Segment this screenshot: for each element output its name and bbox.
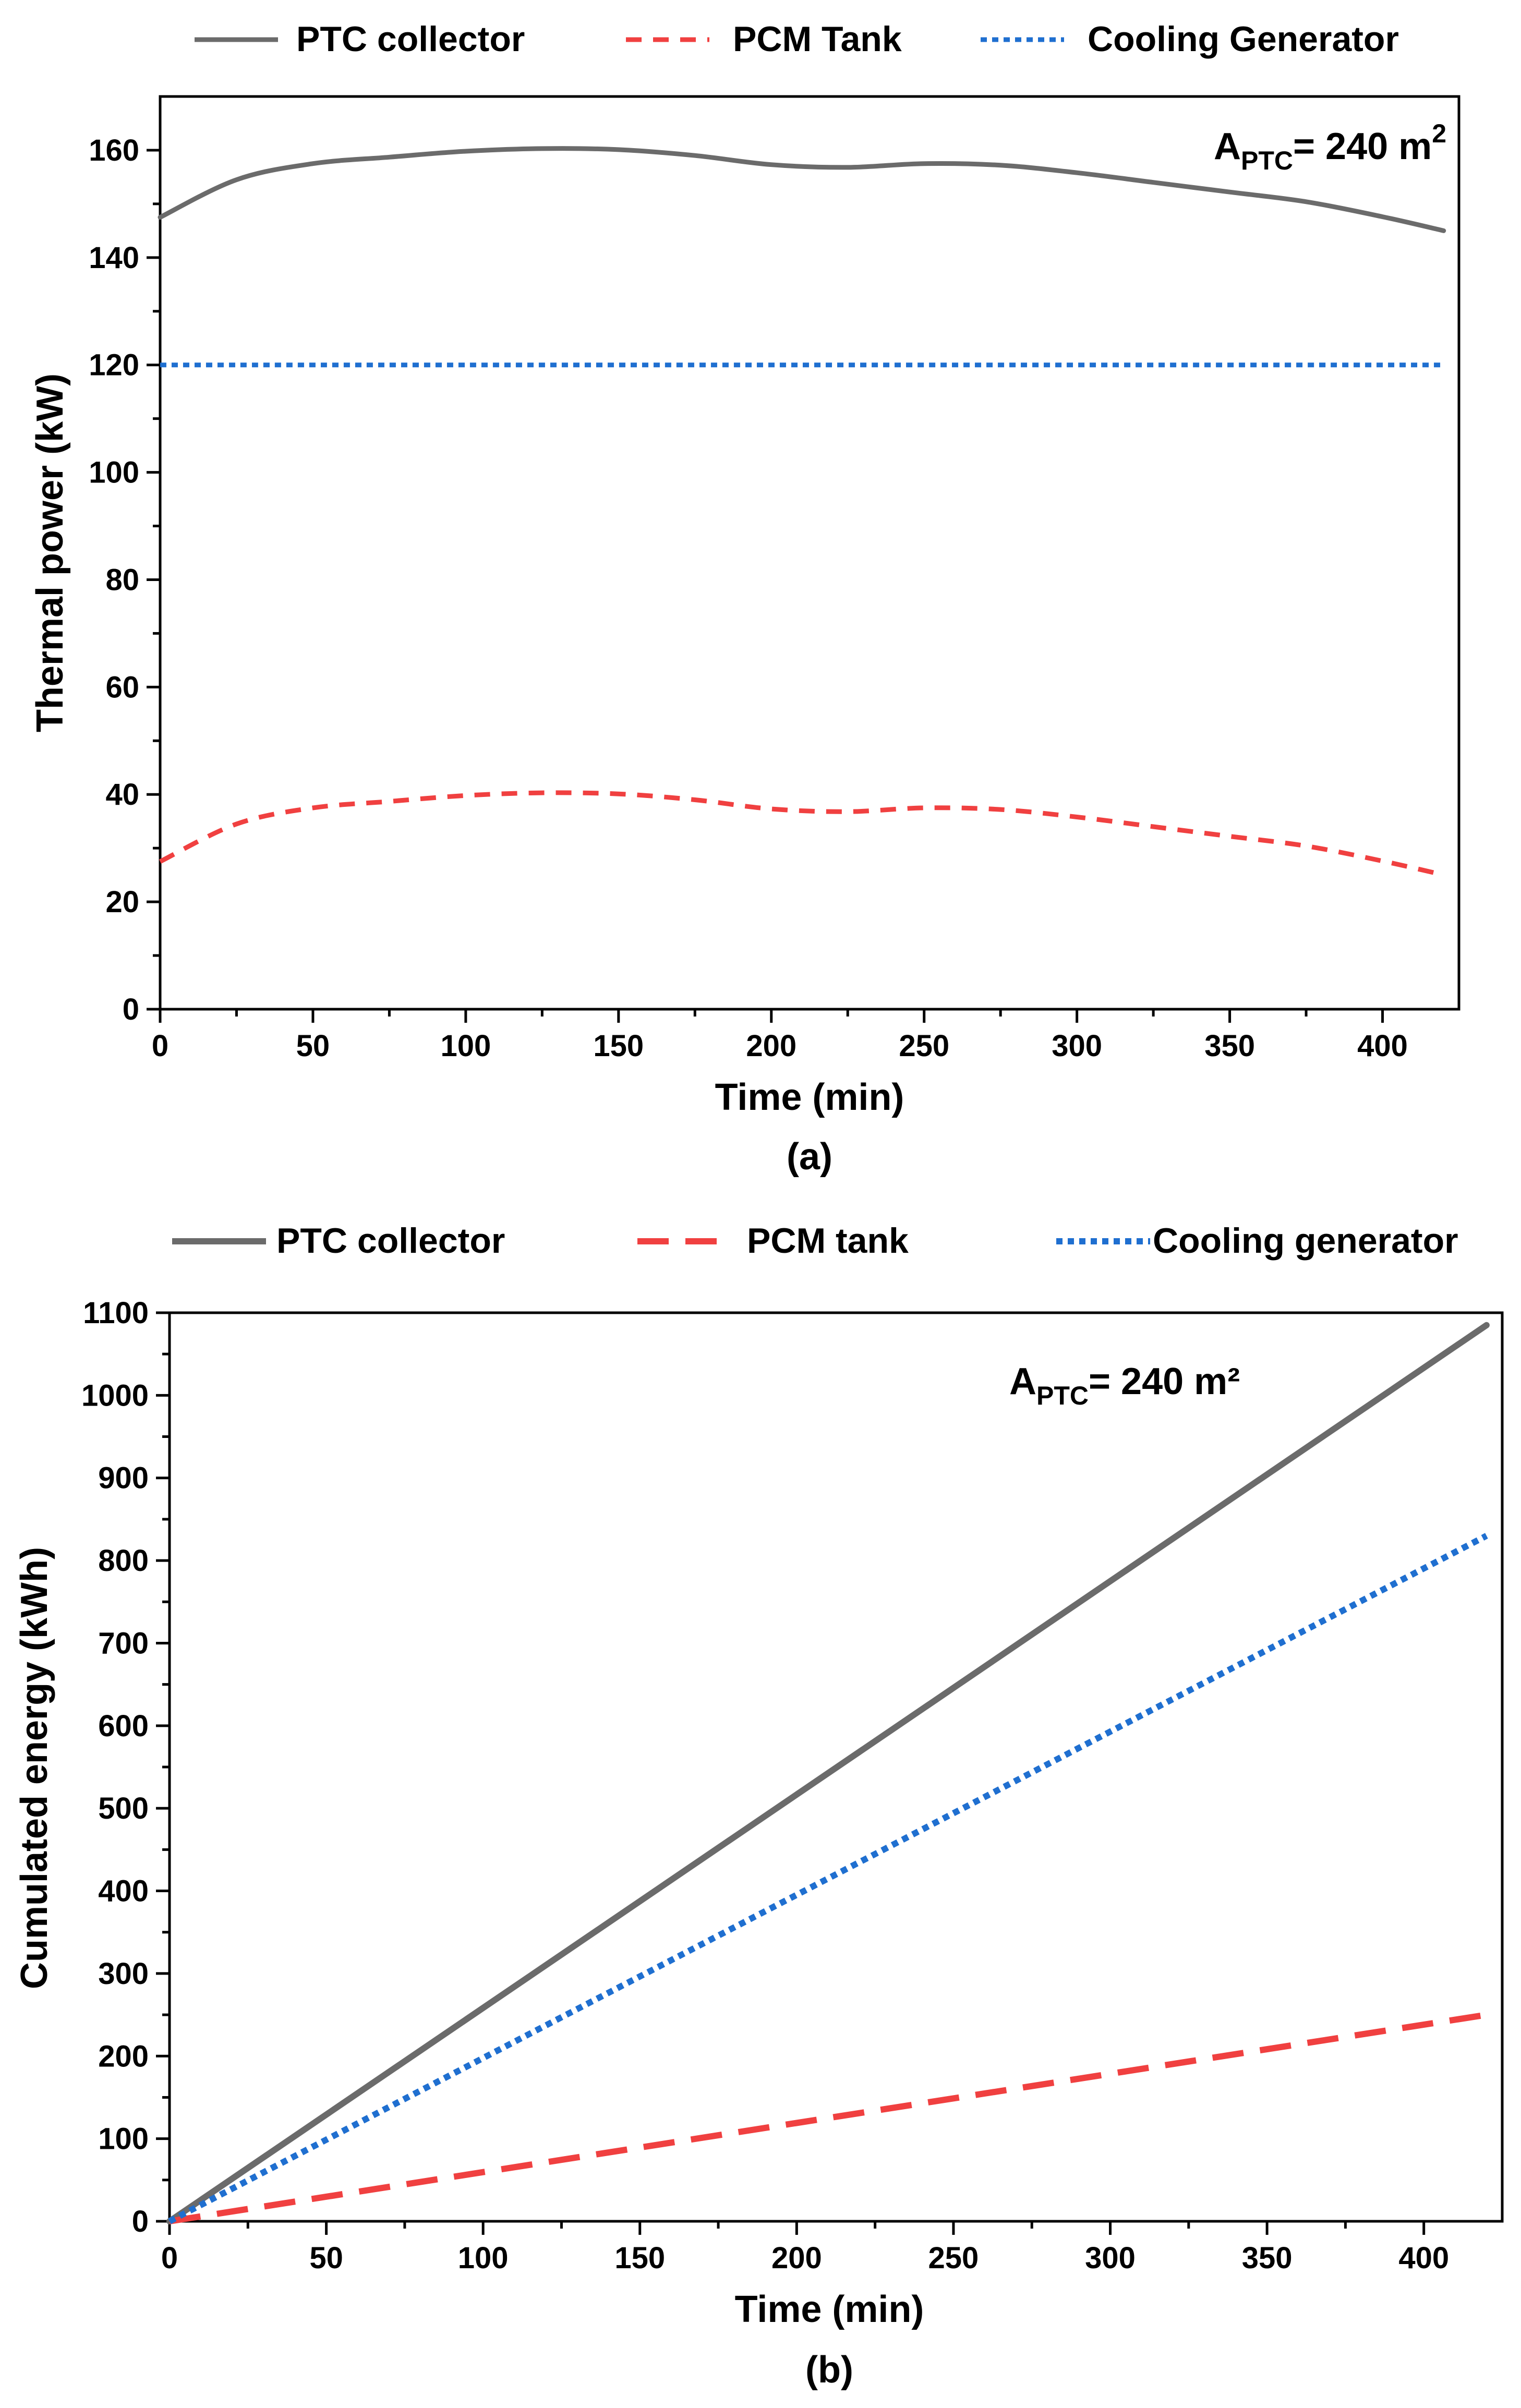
x-tick-label: 200 [771,2241,822,2275]
annotation-a: APTC= 240 m2 [1214,119,1446,175]
y-axis-title-a: Thermal power (kW) [29,373,71,732]
x-tick-label: 250 [899,1029,949,1063]
x-tick-label: 300 [1085,2241,1136,2275]
y-tick-label: 60 [105,670,139,704]
series-line-ptc-collector [166,1322,1490,2224]
x-tick-label: 150 [614,2241,665,2275]
panel-caption-a: (a) [787,1136,832,1178]
x-axis-title-a: Time (min) [715,1076,904,1118]
annotation-a-sup: 2 [1432,119,1446,148]
legend-label: PTC collector [296,19,525,59]
annotation-a-sub: PTC [1241,146,1293,175]
x-axis-title-b: Time (min) [735,2289,924,2330]
ticks-a: 0 50 100 150 200 250 300 350 400 0 20 40 60 80 100 120 1… [89,134,1408,1063]
series-b [166,1322,1490,2224]
legend-label: Cooling generator [1153,1221,1458,1261]
y-tick-label: 700 [98,1626,149,1660]
y-tick-label: 100 [89,456,139,490]
y-tick-label: 120 [89,348,139,382]
annotation-b-main: A [1009,1361,1036,1402]
x-tick-label: 250 [928,2241,979,2275]
annotation-b-value: = 240 m² [1089,1361,1240,1402]
y-tick-label: 900 [98,1461,149,1495]
chart-panel-a: PTC collector PCM Tank Cooling Generator 0… [29,19,1460,1178]
x-tick-label: 0 [152,1029,168,1063]
legend-b: PTC collector PCM tank Cooling generator [172,1221,1458,1261]
x-tick-label: 100 [440,1029,491,1063]
x-tick-label: 350 [1242,2241,1293,2275]
series-line-cooling-generator [168,1533,1488,2224]
series-line-pcm-tank [159,790,1444,877]
annotation-b-sub: PTC [1036,1381,1089,1410]
y-tick-label: 0 [132,2205,149,2238]
panel-caption-b: (b) [805,2349,853,2391]
ticks-b: 0 50 100 150 200 250 300 350 400 0 100 200 300 400 500… [81,1296,1449,2275]
annotation-a-value: = 240 m [1293,126,1432,167]
series-a [158,146,1446,877]
y-tick-label: 600 [98,1709,149,1743]
y-tick-label: 1100 [83,1296,149,1330]
x-tick-label: 50 [296,1029,330,1063]
x-tick-label: 100 [458,2241,509,2275]
y-tick-label: 20 [105,885,139,919]
y-tick-label: 300 [98,1957,149,1991]
legend-label: PTC collector [276,1221,505,1261]
x-tick-label: 350 [1204,1029,1255,1063]
y-tick-label: 0 [123,993,139,1026]
y-tick-label: 200 [98,2039,149,2073]
series-line-ptc-collector [158,146,1446,233]
x-tick-label: 400 [1357,1029,1408,1063]
x-tick-label: 200 [746,1029,796,1063]
x-tick-label: 150 [593,1029,644,1063]
y-tick-label: 500 [98,1792,149,1825]
series-line-pcm-tank [169,2012,1487,2224]
y-tick-label: 400 [98,1874,149,1908]
legend-label: PCM tank [747,1221,909,1261]
legend-label: Cooling Generator [1088,19,1399,59]
legend-label: PCM Tank [733,19,902,59]
y-tick-label: 40 [105,778,139,812]
y-tick-label: 160 [89,134,139,167]
y-tick-label: 100 [98,2122,149,2156]
annotation-a-main: A [1214,126,1241,167]
y-tick-label: 80 [105,563,139,597]
legend-a: PTC collector PCM Tank Cooling Generator [195,19,1399,59]
chart-panel-b: PTC collector PCM tank Cooling generator 0… [14,1221,1504,2391]
y-tick-label: 1000 [81,1378,149,1412]
x-tick-label: 400 [1398,2241,1449,2275]
y-tick-label: 140 [89,241,139,275]
x-tick-label: 50 [309,2241,343,2275]
x-tick-label: 0 [161,2241,178,2275]
annotation-b: APTC= 240 m² [1009,1361,1240,1410]
y-axis-title-b: Cumulated energy (kWh) [14,1547,55,1989]
plot-frame-a [159,95,1460,1011]
y-tick-label: 800 [98,1544,149,1578]
x-tick-label: 300 [1052,1029,1102,1063]
